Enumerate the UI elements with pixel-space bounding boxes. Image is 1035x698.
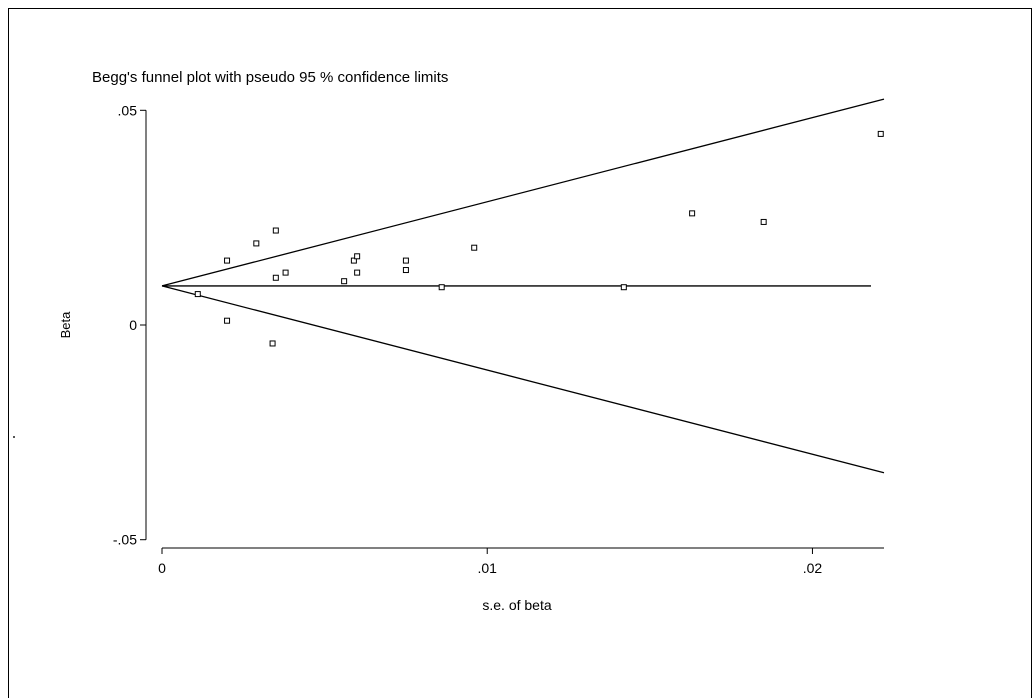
data-point <box>877 130 884 137</box>
data-point <box>282 269 289 276</box>
x-axis-label: s.e. of beta <box>482 597 551 613</box>
data-point <box>341 278 348 285</box>
data-point <box>471 244 478 251</box>
data-point <box>620 284 627 291</box>
data-point <box>269 340 276 347</box>
data-point <box>402 267 409 274</box>
stray-mark <box>13 436 15 438</box>
lower-confidence-limit <box>161 285 885 474</box>
x-tick-label: 0 <box>158 560 166 576</box>
y-tick-label: .05 <box>118 102 138 118</box>
data-point <box>194 291 201 298</box>
y-axis-label: Beta <box>58 311 73 339</box>
data-point <box>354 253 361 260</box>
data-point <box>402 257 409 264</box>
data-point <box>354 269 361 276</box>
figure-frame <box>8 8 1032 698</box>
axes: -.05 0 .05 0 .01 .02 <box>113 102 884 576</box>
data-point <box>438 284 445 291</box>
data-point <box>224 317 231 324</box>
upper-confidence-limit <box>161 98 885 287</box>
data-point <box>272 274 279 281</box>
y-tick-label: 0 <box>129 317 137 333</box>
data-point <box>350 257 357 264</box>
funnel-lines <box>161 98 885 474</box>
data-point <box>253 240 260 247</box>
chart-title: Begg's funnel plot with pseudo 95 % conf… <box>92 69 448 86</box>
data-points <box>194 130 884 347</box>
data-point <box>272 227 279 234</box>
y-tick-label: -.05 <box>113 532 137 548</box>
data-point <box>760 218 767 225</box>
data-point <box>224 257 231 264</box>
x-tick-label: .01 <box>477 560 497 576</box>
x-tick-label: .02 <box>803 560 823 576</box>
data-point <box>689 210 696 217</box>
